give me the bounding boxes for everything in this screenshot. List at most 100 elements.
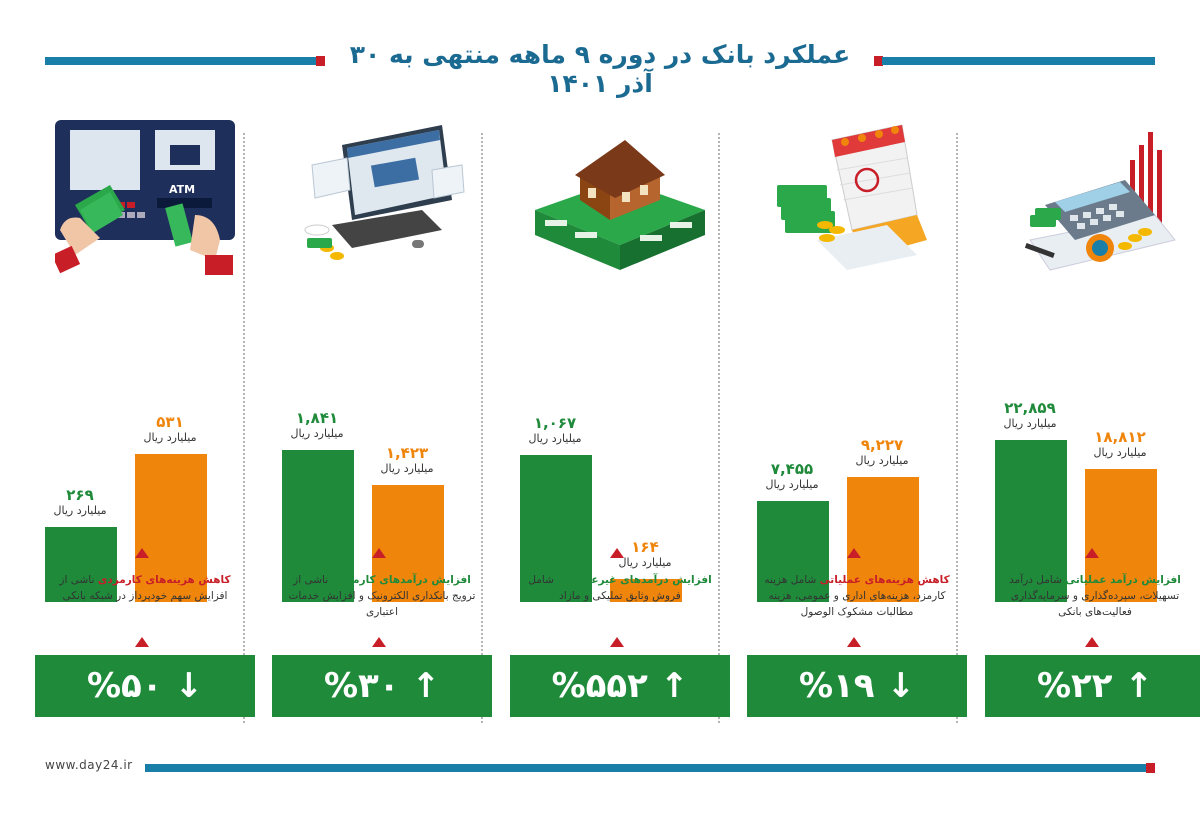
panel-atm-fees: ATM ۲۶۹ میلیارد ریال ۵۳۱ میلیارد ریال [35,110,255,725]
description-highlight: کاهش هزینه‌های عملیاتی [819,574,950,586]
header-red-mark-left [316,56,325,66]
arrow-up-icon: ↑ [1124,666,1154,706]
description-highlight: افزایش درآمدهای کارمزدی [331,574,471,586]
bar-1400 [1085,468,1157,602]
panel-divider [718,133,720,723]
unit-label: میلیارد ریال [53,504,107,518]
bar-1401 [45,527,117,602]
value-label-1401: ۱,۸۴۱ میلیارد ریال [262,410,372,442]
footer-line [145,764,1155,772]
percent-change-box: %۱۹ ↓ [747,655,967,717]
bar-1400 [372,484,444,602]
bar-chart: ۲۲,۸۵۹ میلیارد ریال ۱۸,۸۱۲ میلیارد ریال … [985,280,1200,696]
red-triangle-marker [610,637,624,647]
unit-label: میلیارد ریال [143,431,197,444]
red-triangle-marker [135,548,149,558]
bar-1401 [520,455,592,602]
value-label-1401: ۲۲,۸۵۹ میلیارد ریال [975,400,1085,432]
value-1401: ۲۲,۸۵۹ [1004,399,1056,417]
red-triangle-marker [847,637,861,647]
panel-non-operating-income: ۱,۰۶۷ میلیارد ریال ۱۶۴ میلیارد ریال ^ ^ … [510,110,730,725]
red-triangle-marker [1085,548,1099,558]
description: افزایش درآمدهای کارمزدی ناشی از ترویج با… [282,572,482,620]
unit-label: میلیارد ریال [380,461,434,475]
description-text: شامل درآمد تسهیلات، سپرده‌گذاری و سرمایه… [1009,574,1180,618]
atm-icon: ATM [51,120,235,275]
description-text: ناشی از ترویج بانکداری الکترونیک و افزای… [288,574,476,618]
panel-fee-income: ۱,۸۴۱ میلیارد ریال ۱,۴۲۳ میلیارد ریال ^ … [272,110,492,725]
red-triangle-marker [372,548,386,558]
svg-text:ATM: ATM [169,183,195,196]
bar-chart: ۱,۸۴۱ میلیارد ریال ۱,۴۲۳ میلیارد ریال ^ … [272,280,492,696]
description: افزایش درآمدهای غیرعملیاتی شامل فروش وثا… [520,572,720,604]
value-label-1400: ۵۳۱ میلیارد ریال [115,414,225,446]
arrow-down-icon: ↓ [174,666,204,706]
arrow-up-icon: ↑ [659,666,689,706]
value-label-1400: ۹,۲۲۷ میلیارد ریال [827,437,937,469]
panel-divider [481,133,483,723]
value-1400: ۹,۲۲۷ [860,436,904,454]
bar-1400 [847,477,919,602]
panel-operating-income: ۲۲,۸۵۹ میلیارد ریال ۱۸,۸۱۲ میلیارد ریال … [985,110,1200,725]
computer-icon [292,120,472,275]
footer-url[interactable]: www.day24.ir [45,758,133,772]
unit-label: میلیارد ریال [1093,445,1147,459]
unit-label: میلیارد ریال [528,432,582,445]
description-highlight: کاهش هزینه‌های کارمزدی [97,574,231,586]
value-label-1401: ۱,۰۶۷ میلیارد ریال [500,415,610,447]
unit-label: میلیارد ریال [855,454,909,467]
panel-operating-expenses: ۷,۴۵۵ میلیارد ریال ۹,۲۲۷ میلیارد ریال ^ … [747,110,967,725]
house-money-icon [530,120,710,275]
value-1400: ۱۸,۸۱۲ [1094,427,1146,446]
value-label-1400: ۱,۴۲۳ میلیارد ریال [352,445,462,477]
bar-1401 [995,440,1067,602]
bar-1400 [610,579,682,602]
value-label-1401: ۷,۴۵۵ میلیارد ریال [737,461,847,493]
header-line-left [45,57,325,65]
value-label-1401: ۲۶۹ میلیارد ریال [25,487,135,519]
calendar-icon [767,120,947,275]
header-red-mark-right [874,56,883,66]
arrow-up-icon: ↑ [411,666,441,706]
value-1401: ۲۶۹ [66,486,94,505]
percent-change-box: %۲۲ ↑ [985,655,1200,717]
percent-change-value: %۳۰ [323,666,400,706]
page-title: عملکرد بانک در دوره ۹ ماهه منتهی به ۳۰ آ… [349,40,851,98]
header-line-right [882,57,1155,65]
value-1400: ۵۳۱ [156,413,184,431]
value-1400: ۱,۴۲۳ [385,443,429,462]
unit-label: میلیارد ریال [765,478,819,491]
value-label-1400: ۱۶۴ میلیارد ریال [590,539,700,571]
description: کاهش هزینه‌های عملیاتی شامل هزینه کارمزد… [757,572,957,620]
description-text: ناشی از افزایش سهم خودپرداز در شبکه بانک… [59,574,228,602]
bar-1401 [282,450,354,602]
percent-change-box: %۵۵۲ ↑ [510,655,730,717]
value-1401: ۷,۴۵۵ [770,460,814,478]
description-text: شامل فروش وثایق تملیکی و مازاد [528,574,681,602]
value-label-1400: ۱۸,۸۱۲ میلیارد ریال [1065,429,1175,461]
panel-divider [956,133,958,723]
bar-1400 [135,454,207,602]
description-highlight: افزایش درآمدهای غیرعملیاتی [557,574,712,586]
red-triangle-marker [847,548,861,558]
percent-change-value: %۲۲ [1036,666,1113,706]
percent-change-value: %۵۵۲ [551,666,648,706]
percent-change-box: %۳۰ ↑ [272,655,492,717]
percent-change-value: %۱۹ [798,666,875,706]
red-triangle-marker [135,637,149,647]
percent-change-value: %۵۰ [86,666,163,706]
value-1400: ۱۶۴ [631,538,659,557]
unit-label: میلیارد ریال [618,556,672,570]
red-triangle-marker [610,548,624,558]
red-triangle-marker [372,637,386,647]
description-highlight: افزایش درآمد عملیاتی [1065,574,1181,586]
calculator-icon [1005,120,1185,275]
footer-red-mark [1146,763,1155,773]
red-triangle-marker [1085,637,1099,647]
percent-change-box: %۵۰ ↓ [35,655,255,717]
value-1401: ۱,۰۶۷ [533,414,577,432]
description-text: شامل هزینه کارمزد، هزینه‌های اداری و عمو… [764,574,946,618]
panel-divider [243,133,245,723]
bar-1401 [757,501,829,602]
value-1401: ۱,۸۴۱ [295,409,339,427]
